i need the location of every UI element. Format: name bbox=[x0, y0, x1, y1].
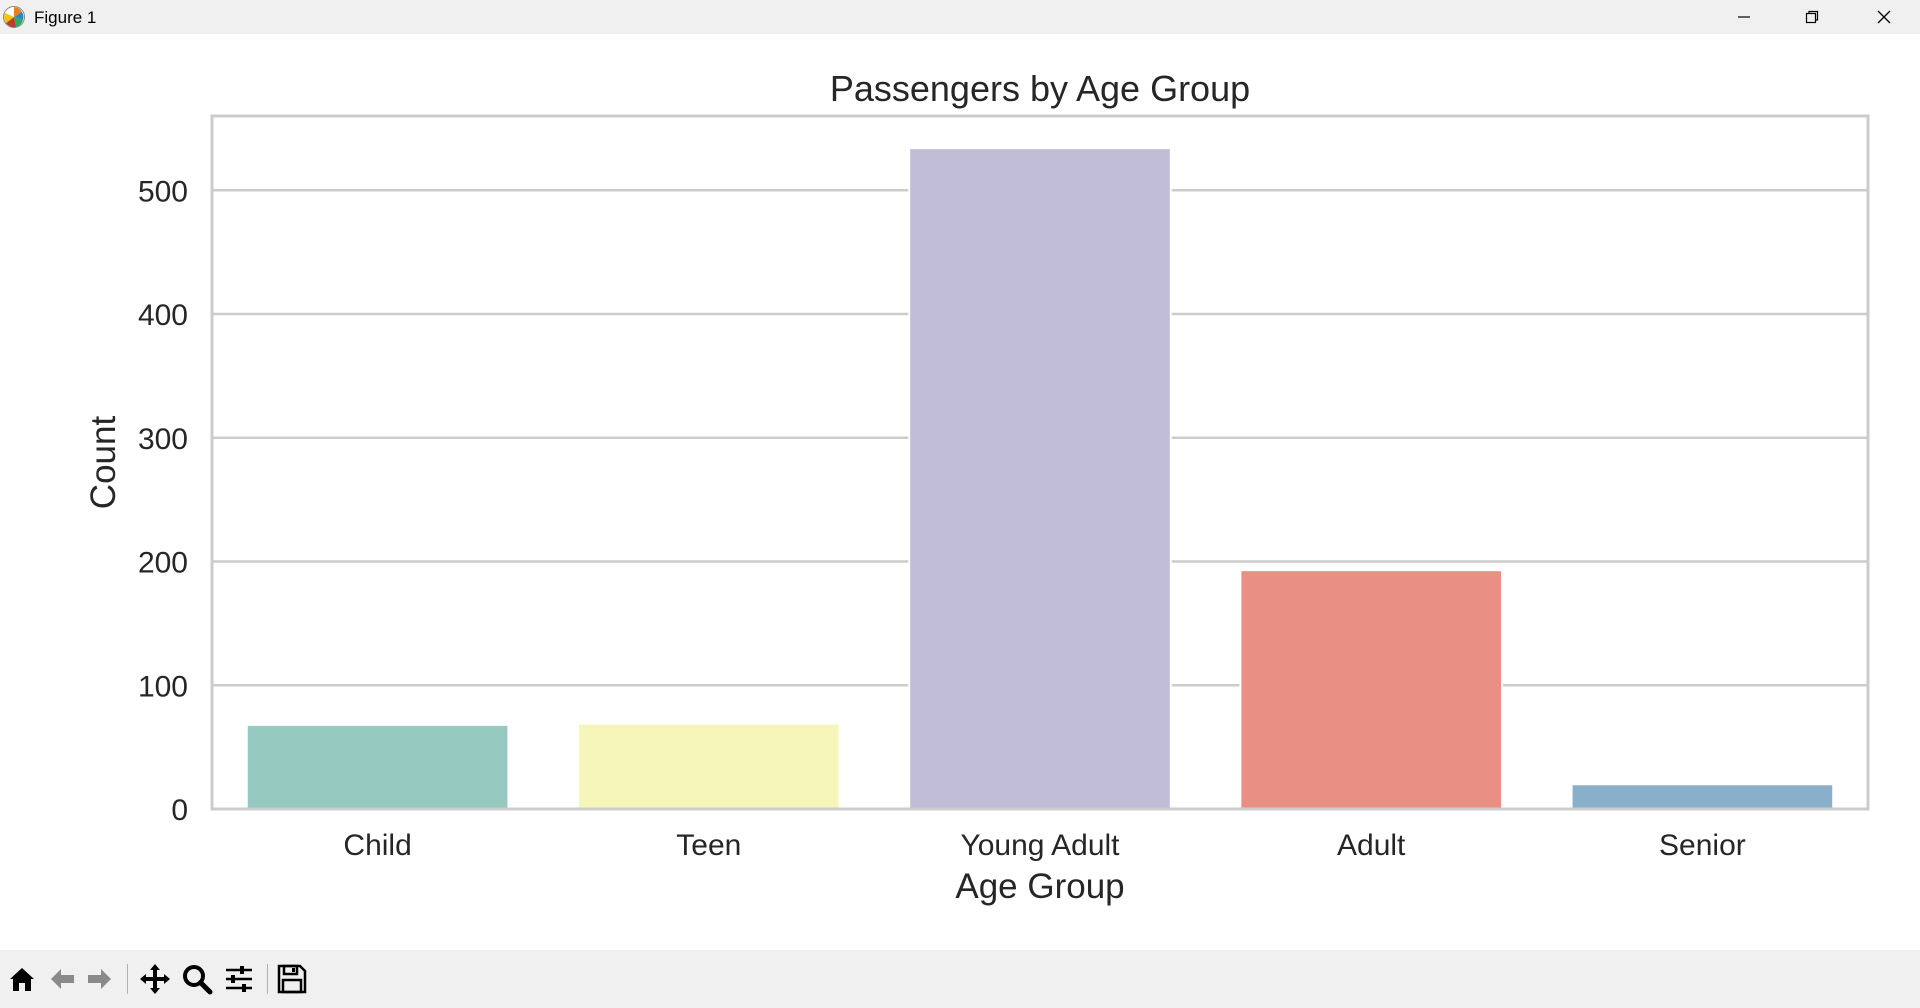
home-icon bbox=[10, 968, 34, 991]
y-tick-label: 0 bbox=[171, 794, 188, 827]
y-tick-label: 500 bbox=[138, 175, 188, 208]
bar-child bbox=[245, 723, 510, 810]
back-button[interactable] bbox=[43, 960, 81, 998]
pan-button[interactable] bbox=[136, 960, 174, 998]
home-button[interactable] bbox=[3, 960, 41, 998]
close-button[interactable] bbox=[1850, 0, 1918, 34]
y-axis-label: Count bbox=[84, 416, 123, 510]
window-title: Figure 1 bbox=[34, 8, 97, 27]
back-arrow-icon bbox=[51, 969, 74, 989]
navigation-toolbar bbox=[0, 950, 1920, 1008]
axes-frame bbox=[210, 114, 1870, 811]
bar-senior bbox=[1570, 783, 1835, 810]
restore-icon bbox=[1805, 10, 1819, 24]
x-tick-label: Senior bbox=[1659, 829, 1746, 862]
x-tick-label: Adult bbox=[1337, 829, 1406, 862]
configure-subplots-icon bbox=[226, 966, 252, 992]
close-icon bbox=[1877, 10, 1891, 24]
bar-teen bbox=[576, 722, 841, 810]
figure-canvas[interactable]: 0 100 200 300 400 500 Child Teen Young Adult Adul… bbox=[0, 34, 1920, 950]
matplotlib-icon bbox=[3, 6, 25, 28]
y-tick-label: 400 bbox=[138, 299, 188, 332]
zoom-button[interactable] bbox=[178, 960, 216, 998]
save-icon bbox=[277, 964, 307, 994]
save-button[interactable] bbox=[273, 960, 311, 998]
toolbar-separator bbox=[267, 964, 268, 994]
x-tick-label: Teen bbox=[676, 829, 741, 862]
chart-title: Passengers by Age Group bbox=[830, 68, 1250, 109]
configure-subplots-button[interactable] bbox=[220, 960, 258, 998]
forward-arrow-icon bbox=[88, 969, 111, 989]
y-tick-label: 200 bbox=[138, 547, 188, 580]
zoom-icon bbox=[183, 965, 213, 995]
restore-button[interactable] bbox=[1778, 0, 1846, 34]
bar-young-adult bbox=[908, 147, 1172, 811]
x-tick-label: Young Adult bbox=[960, 829, 1120, 862]
pan-icon bbox=[140, 964, 170, 994]
x-tick-label: Child bbox=[343, 829, 411, 862]
toolbar-separator bbox=[127, 964, 128, 994]
minimize-button[interactable] bbox=[1710, 0, 1778, 34]
bar-adult bbox=[1239, 569, 1504, 810]
x-axis-label: Age Group bbox=[955, 867, 1124, 906]
y-tick-label: 300 bbox=[138, 423, 188, 456]
title-bar: Figure 1 bbox=[0, 0, 1920, 34]
y-tick-label: 100 bbox=[138, 670, 188, 703]
forward-button[interactable] bbox=[81, 960, 119, 998]
bar-chart: 0 100 200 300 400 500 Child Teen Young Adult Adul… bbox=[84, 68, 1870, 906]
minimize-icon bbox=[1738, 16, 1750, 18]
